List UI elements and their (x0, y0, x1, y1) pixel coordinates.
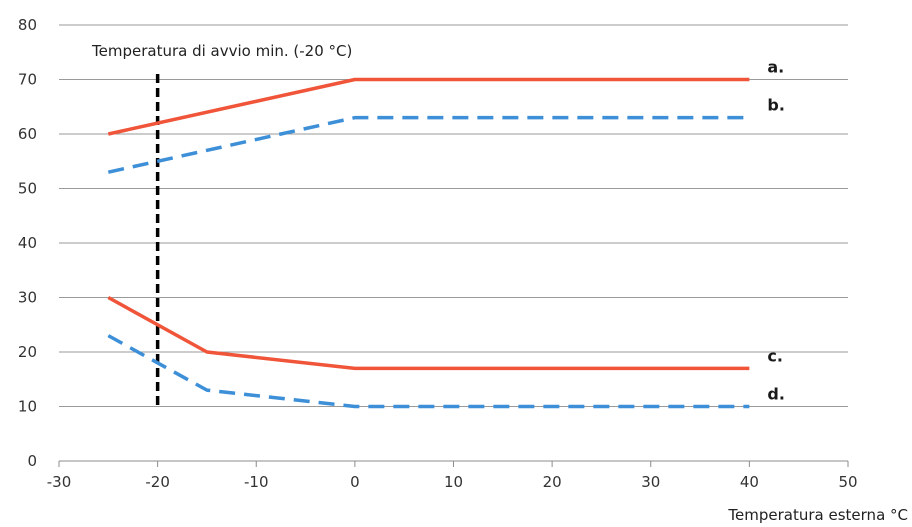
y-tick-label: 10 (18, 398, 37, 416)
y-tick-label: 60 (18, 125, 37, 143)
grid-lines (59, 25, 848, 407)
x-axis-label: Temperatura esterna °C (727, 506, 908, 524)
x-tick-label: -10 (244, 473, 269, 491)
series-label-3: c. (767, 346, 783, 365)
y-tick-label: 80 (18, 16, 37, 34)
series-line-3 (108, 298, 749, 369)
x-tick-label: 30 (641, 473, 660, 491)
x-tick-label: -30 (47, 473, 72, 491)
y-tick-label: 70 (18, 71, 37, 89)
x-tick-label: 10 (444, 473, 463, 491)
axes: -30 -20 -10 0 10 20 30 40 50 0 10 20 30 40 50 60 70 80 (18, 16, 858, 491)
y-tick-label: 30 (18, 289, 37, 307)
x-tick-label: 40 (740, 473, 759, 491)
series-line-1 (108, 80, 749, 135)
series-label-2: b. (767, 96, 785, 115)
y-tick-label: 0 (27, 452, 37, 470)
x-tick-label: 50 (838, 473, 857, 491)
y-tick-label: 50 (18, 180, 37, 198)
x-tick-label: 0 (350, 473, 360, 491)
series-line-2 (108, 118, 749, 172)
x-tick-label: -20 (145, 473, 170, 491)
series-labels: a. b. c. d. (767, 58, 785, 404)
x-tick-label: 20 (543, 473, 562, 491)
y-tick-label: 20 (18, 343, 37, 361)
y-tick-label: 40 (18, 234, 37, 252)
series-label-4: d. (767, 385, 785, 404)
marker-annotation: Temperatura di avvio min. (-20 °C) (91, 42, 352, 60)
series-line-4 (108, 336, 749, 407)
series-label-1: a. (767, 58, 784, 77)
